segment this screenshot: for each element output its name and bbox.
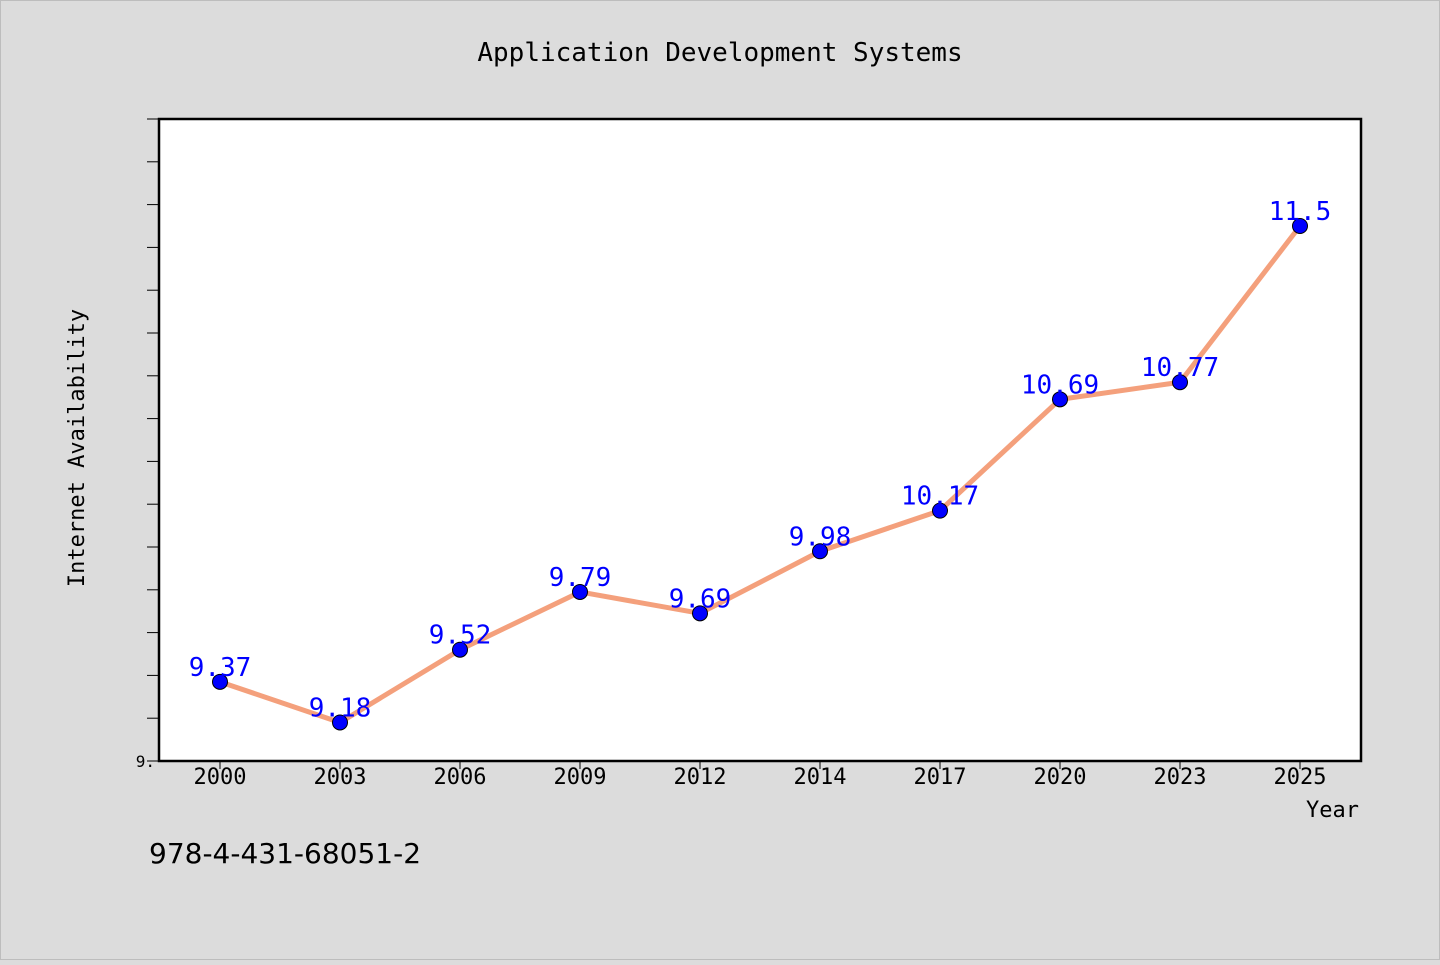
y-tick-label: 9.	[136, 752, 155, 771]
series-line	[217, 223, 1303, 725]
x-tick-label: 2012	[674, 765, 727, 790]
x-tick-label: 2025	[1274, 765, 1327, 790]
data-label: 10.17	[901, 482, 979, 512]
x-axis-ticks: 2000 2003 2006 2009 2012 2014 2017 2020 2023 2025	[194, 761, 1327, 790]
data-point	[932, 502, 948, 519]
data-label: 10.69	[1021, 370, 1099, 400]
x-tick-label: 2017	[914, 765, 967, 790]
y-axis-ticks: 9.	[136, 118, 159, 771]
data-point	[1292, 218, 1308, 234]
chart-title: Application Development Systems	[477, 38, 962, 68]
data-point	[692, 605, 708, 622]
data-label: 9.52	[429, 621, 492, 651]
series-layer	[212, 218, 1308, 731]
data-point	[332, 714, 348, 731]
x-tick-label: 2003	[314, 765, 367, 790]
data-label: 10.77	[1141, 353, 1219, 383]
data-point	[812, 543, 828, 560]
x-tick-label: 2014	[794, 765, 847, 790]
data-label: 9.37	[189, 653, 252, 683]
data-label: 9.98	[789, 522, 852, 552]
plot-area	[157, 117, 1363, 763]
x-tick-label: 2000	[194, 765, 247, 790]
data-point	[1172, 374, 1188, 391]
isbn-caption: 978-4-431-68051-2	[149, 837, 421, 870]
data-label: 9.69	[669, 584, 732, 614]
data-label-layer: 9.37 9.18 9.52 9.79 9.69 9.98 10.17 10.69 10.77 1…	[189, 197, 1332, 723]
x-axis-label: Year	[1306, 798, 1359, 823]
x-tick-label: 2006	[434, 765, 487, 790]
y-axis-label: Internet Availability	[65, 309, 90, 587]
x-tick-label: 2023	[1154, 765, 1207, 790]
data-label: 9.79	[549, 563, 612, 593]
data-point	[212, 673, 228, 690]
data-label: 9.18	[309, 693, 372, 723]
data-point	[1052, 391, 1068, 408]
data-point	[452, 641, 468, 658]
data-label: 11.5	[1269, 197, 1332, 227]
x-tick-label: 2020	[1034, 765, 1087, 790]
x-tick-label: 2009	[554, 765, 607, 790]
data-point	[572, 583, 588, 600]
